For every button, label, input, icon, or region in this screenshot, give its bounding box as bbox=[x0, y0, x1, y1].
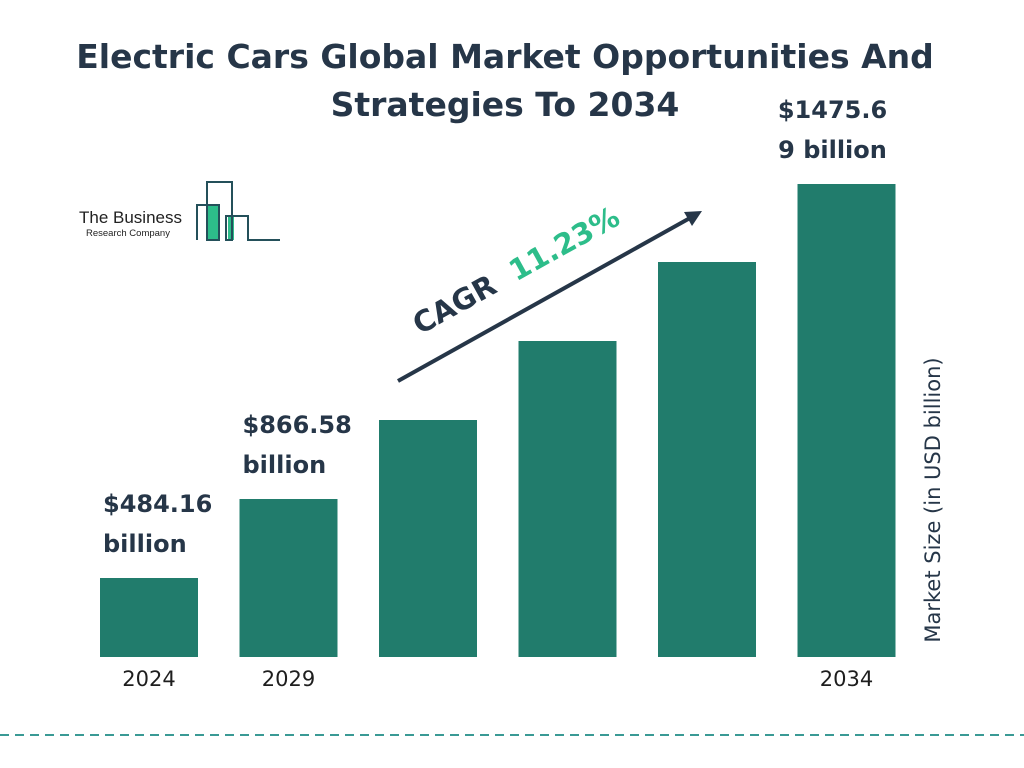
logo-text-line-2: Research Company bbox=[86, 228, 170, 239]
data-label: $484.16 bbox=[103, 490, 212, 518]
bar-3 bbox=[518, 341, 617, 657]
x-tick-label: 2034 bbox=[820, 667, 873, 691]
chart-title-line-2: Strategies To 2034 bbox=[331, 85, 680, 124]
bar-2 bbox=[379, 420, 477, 657]
data-label: billion bbox=[243, 451, 327, 479]
chart-title-line-1: Electric Cars Global Market Opportunitie… bbox=[76, 37, 934, 76]
labels-group: 2024 $484.16 billion 2029 $866.58 billion 2034… bbox=[103, 96, 887, 691]
data-label: $866.58 bbox=[243, 411, 352, 439]
bar-0 bbox=[100, 578, 198, 657]
bar-4 bbox=[658, 262, 756, 657]
company-logo: The Business Research Company bbox=[79, 181, 280, 241]
data-label: 9 billion bbox=[778, 136, 887, 164]
bars-group bbox=[100, 184, 896, 657]
cagr-arrow bbox=[397, 211, 702, 383]
bar-5 bbox=[797, 184, 896, 657]
data-label: $1475.6 bbox=[778, 96, 887, 124]
data-label: billion bbox=[103, 530, 187, 558]
x-tick-label: 2029 bbox=[262, 667, 315, 691]
y-axis-label: Market Size (in USD billion) bbox=[921, 357, 945, 642]
bar-1 bbox=[239, 499, 338, 657]
logo-text-line-1: The Business bbox=[79, 208, 182, 227]
x-tick-label: 2024 bbox=[122, 667, 175, 691]
cagr-value: 11.23% bbox=[503, 200, 625, 288]
